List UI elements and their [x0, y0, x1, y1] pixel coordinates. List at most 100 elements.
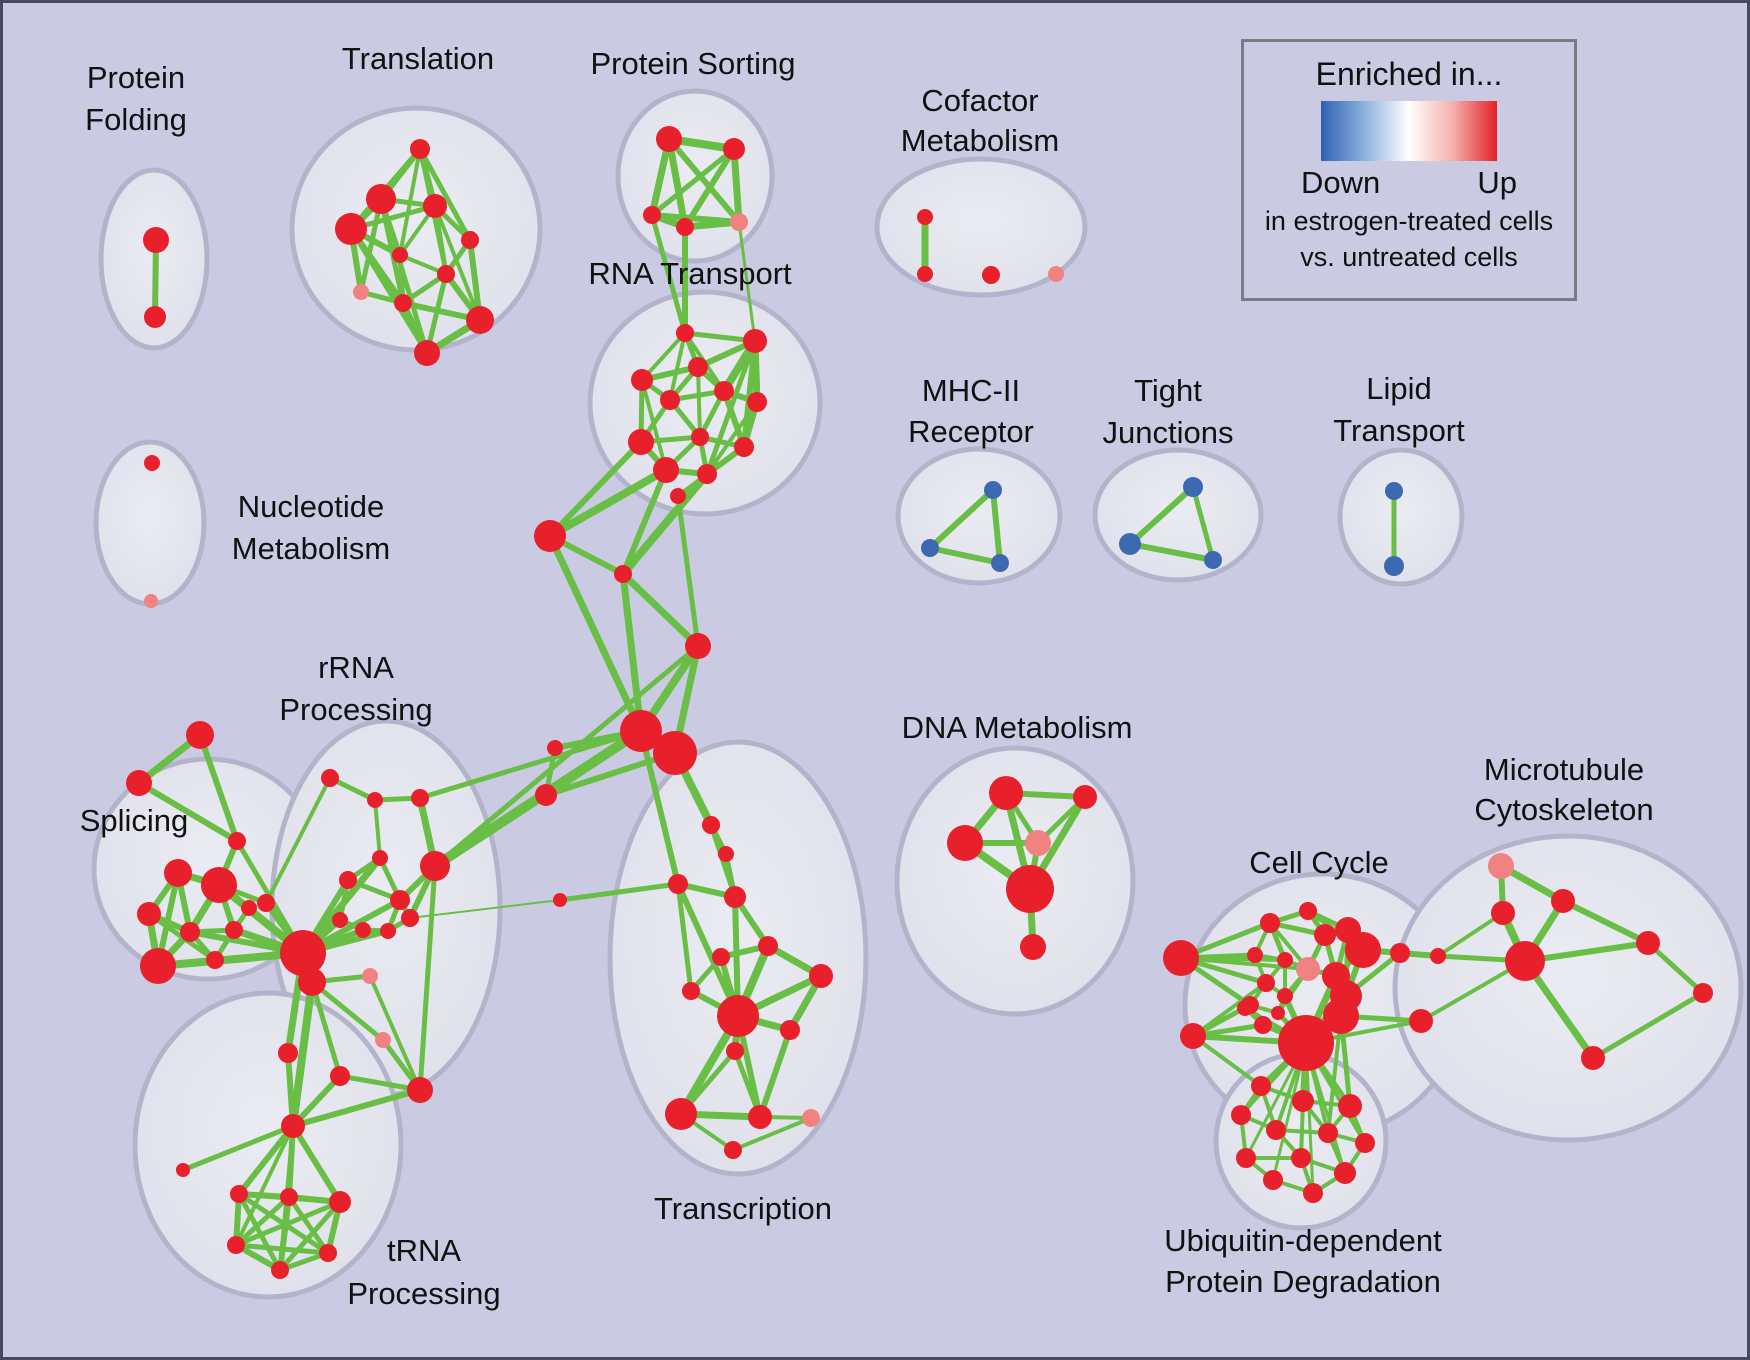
link-rrna-processing-trna-processing [234, 1125, 295, 1246]
link-protein-sorting-rna-transport [649, 214, 688, 334]
link-hub-rrna-processing [433, 644, 700, 868]
node-microtubule-5 [1636, 931, 1660, 955]
node-transcription-12 [718, 846, 734, 862]
edge-protein-sorting [730, 148, 743, 223]
node-microtubule-7 [1693, 983, 1713, 1003]
node-transcription-10 [724, 1141, 742, 1159]
node-cell-cycle-0 [1163, 940, 1199, 976]
node-ubiquitin-15 [1334, 1162, 1356, 1184]
node-splicing-5 [137, 902, 161, 926]
node-trna-processing-1 [280, 1188, 298, 1206]
node-splicing-8 [225, 921, 243, 939]
node-translation-5 [392, 247, 408, 263]
edge-mhc-ii-receptor [929, 545, 1001, 566]
node-cell-cycle-7 [1296, 957, 1320, 981]
link-ubiquitin-microtubule [1420, 959, 1526, 1023]
edge-hub [619, 573, 645, 732]
link-rna-transport-hub [547, 439, 644, 539]
node-rna-transport-10 [653, 457, 679, 483]
network-canvas: Protein Folding Translation Protein Sorting… [80, 41, 1744, 1311]
node-tight-junctions-2 [1204, 551, 1222, 569]
node-rrna-processing-2 [411, 789, 429, 807]
node-translation-10 [414, 340, 440, 366]
node-rna-transport-2 [688, 357, 708, 377]
node-ubiquitin-16 [1263, 1170, 1283, 1190]
link-cell-cycle-ubiquitin [1191, 981, 1268, 1038]
node-cell-cycle-5 [1247, 947, 1263, 963]
node-hub-2 [685, 633, 711, 659]
node-tight-junctions-1 [1119, 533, 1141, 555]
edge-rrna-processing [339, 1073, 421, 1093]
node-rrna-processing-16 [407, 1077, 433, 1103]
node-transcription-13 [668, 874, 688, 894]
node-rrna-processing-1 [367, 792, 383, 808]
node-protein-sorting-4 [730, 213, 748, 231]
cluster-tight-junctions-label-line1: Tight [1134, 373, 1202, 408]
node-cofactor-metabolism-2 [982, 266, 1000, 284]
node-rrna-processing-10 [380, 923, 396, 939]
node-trna-processing-4 [319, 1244, 337, 1262]
edge-trna-processing [286, 1195, 331, 1255]
edge-transcription [757, 1029, 793, 1118]
node-splicing-0 [186, 721, 214, 749]
cluster-splicing-label-line1: Splicing [80, 803, 189, 838]
cluster-mhc-ii-receptor-label-line1: MHC-II [922, 373, 1020, 408]
node-transcription-14 [724, 886, 746, 908]
node-dna-metabolism-4 [1006, 865, 1054, 913]
node-splicing-1 [126, 770, 152, 796]
node-rrna-processing-14 [362, 968, 378, 984]
node-dna-metabolism-5 [1020, 934, 1046, 960]
link-rna-transport-hub [619, 471, 711, 577]
node-rrna-processing-3 [372, 850, 388, 866]
node-dna-metabolism-2 [947, 825, 983, 861]
node-ubiquitin-8 [1338, 1094, 1362, 1118]
link-rrna-processing-transcription [409, 899, 561, 919]
cluster-rrna-processing-label-line1: rRNA [318, 650, 394, 685]
node-rrna-processing-11 [280, 930, 326, 976]
node-microtubule-2 [1491, 901, 1515, 925]
cluster-tight-junctions-ellipse [1092, 447, 1264, 583]
node-rna-transport-0 [676, 324, 694, 342]
node-protein-sorting-3 [676, 218, 694, 236]
node-ubiquitin-11 [1318, 1123, 1338, 1143]
node-rrna-processing-12 [298, 968, 326, 996]
edge-translation [358, 198, 384, 293]
legend-up-label: Up [1477, 165, 1517, 200]
cluster-microtubule-label-line1: Microtubule [1484, 752, 1644, 787]
node-transcription-6 [726, 1042, 744, 1060]
edge-rrna-processing [373, 799, 382, 859]
node-ubiquitin-17 [1303, 1183, 1323, 1203]
node-rna-transport-3 [631, 369, 653, 391]
link-rrna-processing-trna-processing [290, 1124, 343, 1204]
node-ubiquitin-0 [1278, 1015, 1334, 1071]
cluster-transcription-label-line1: Transcription [654, 1191, 832, 1226]
node-microtubule-1 [1551, 889, 1575, 913]
node-hub-6 [614, 565, 632, 583]
edge-protein-sorting [682, 147, 737, 229]
node-ubiquitin-12 [1355, 1133, 1375, 1153]
node-rrna-processing-18 [278, 1043, 298, 1063]
edge-rrna-processing [264, 777, 332, 904]
node-rrna-processing-0 [321, 769, 339, 787]
edge-mhc-ii-receptor [927, 487, 996, 551]
node-protein-sorting-1 [723, 138, 745, 160]
node-cell-cycle-12 [1271, 1006, 1285, 1020]
node-protein-folding-1 [144, 306, 166, 328]
node-translation-8 [394, 294, 412, 312]
node-trna-processing-5 [271, 1261, 289, 1279]
edge-rrna-processing [310, 980, 385, 1042]
edge-tight-junctions [1127, 484, 1196, 547]
edge-hub [546, 534, 645, 733]
legend-box: Enriched in... Down Up in estrogen-treat… [1241, 39, 1577, 301]
legend-caption-line2: vs. untreated cells [1300, 242, 1518, 272]
cluster-mhc-ii-receptor-label-line2: Receptor [908, 414, 1034, 449]
cluster-rrna-processing-label-line2: Processing [279, 692, 432, 727]
edge-rna-transport [705, 400, 759, 476]
edge-tight-junctions [1190, 486, 1216, 561]
node-rna-transport-1 [743, 329, 767, 353]
node-rrna-processing-13 [257, 894, 275, 912]
edge-transcription [675, 882, 741, 1018]
node-ubiquitin-1 [1180, 1023, 1206, 1049]
edge-translation [417, 147, 473, 242]
